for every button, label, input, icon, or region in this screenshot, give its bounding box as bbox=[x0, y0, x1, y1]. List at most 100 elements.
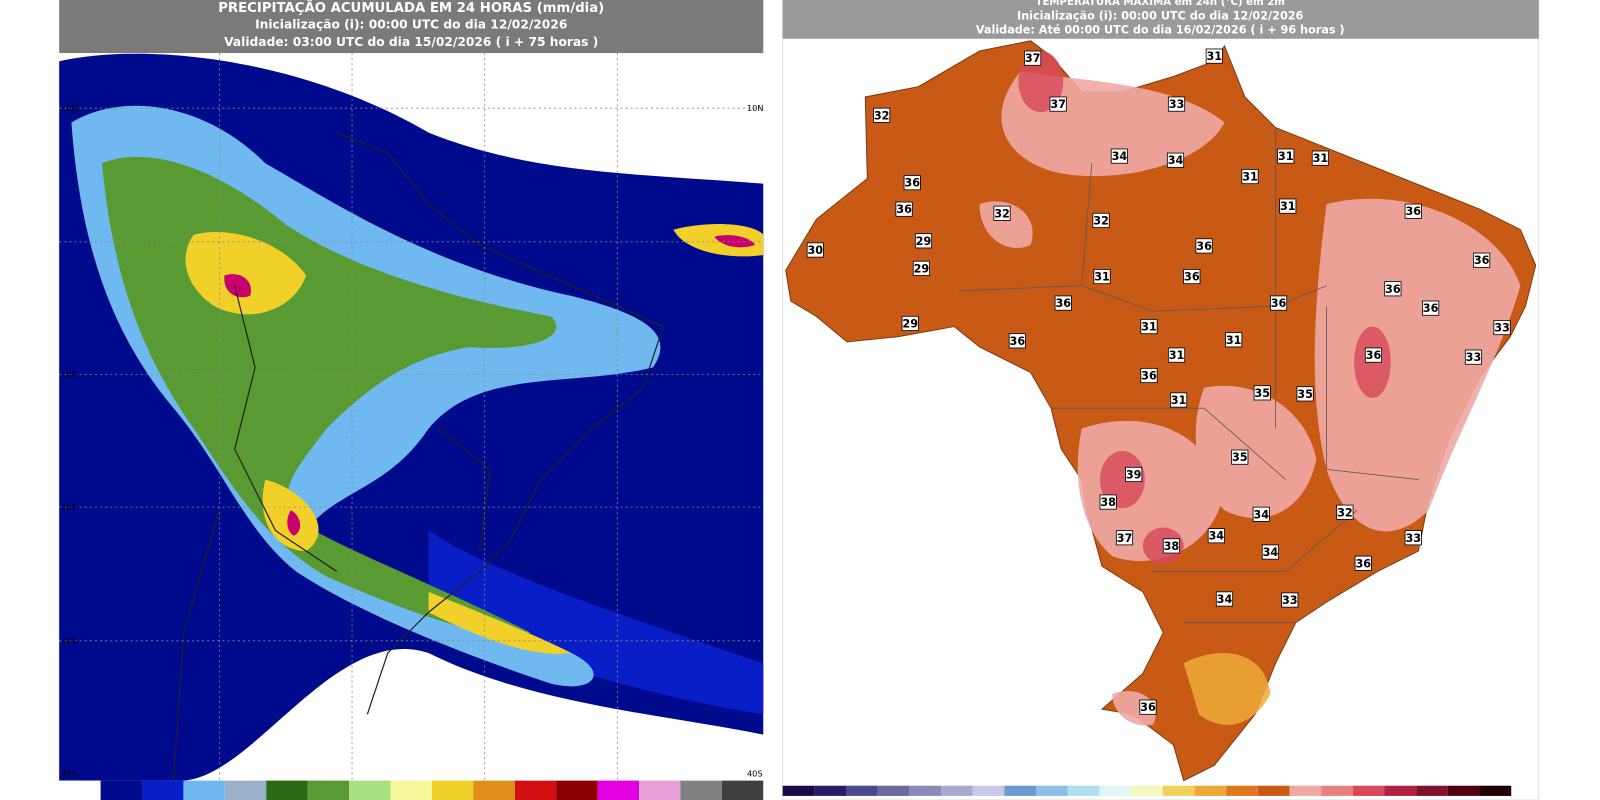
colorbar-cell bbox=[1194, 785, 1227, 796]
temperature-label: 32 bbox=[874, 109, 890, 122]
colorbar-cell bbox=[1131, 785, 1163, 796]
lat-label: 20S bbox=[61, 502, 77, 512]
temperature-label: 33 bbox=[1466, 351, 1482, 364]
colorbar-cell bbox=[390, 780, 432, 800]
label-box bbox=[1493, 320, 1511, 336]
temperature-label: 35 bbox=[1297, 388, 1313, 401]
temperature-label: 32 bbox=[1337, 506, 1353, 519]
latitude-labels: 10N 10S 20S 30S 40S 10N 40S bbox=[61, 103, 763, 778]
temperature-label: 34 bbox=[1217, 593, 1233, 606]
lat-label: 10S bbox=[61, 370, 77, 380]
label-box bbox=[1404, 203, 1422, 219]
warm-area bbox=[1314, 198, 1521, 532]
temperature-label: 36 bbox=[1184, 271, 1200, 284]
temperature-label: 36 bbox=[1423, 302, 1439, 315]
label-box bbox=[1404, 530, 1422, 546]
label-box bbox=[1270, 295, 1288, 311]
graticule bbox=[59, 53, 764, 781]
label-box bbox=[1008, 333, 1026, 349]
temperature-label: 31 bbox=[1280, 200, 1296, 213]
cool-area bbox=[1183, 653, 1271, 725]
temperature-label: 36 bbox=[1196, 240, 1212, 253]
warm-area bbox=[1195, 385, 1317, 519]
colorbar-cell bbox=[1289, 785, 1322, 796]
colorbar-cell bbox=[721, 780, 764, 800]
temperature-label: 36 bbox=[1271, 297, 1287, 310]
label-box bbox=[1281, 592, 1299, 608]
label-box bbox=[806, 242, 824, 258]
label-box bbox=[1099, 494, 1117, 510]
label-box bbox=[914, 233, 933, 249]
colorbar-cell bbox=[1257, 785, 1290, 796]
lat-label: 40S bbox=[61, 769, 77, 779]
temperature-label: 32 bbox=[1093, 214, 1109, 227]
temperature-label: 36 bbox=[1140, 701, 1156, 714]
temperature-label: 34 bbox=[1168, 154, 1184, 167]
header-title: PRECIPITAÇÃO ACUMULADA EM 24 HORAS (mm/d… bbox=[218, 0, 604, 16]
temperature-label: 36 bbox=[1385, 283, 1401, 296]
header-validity: Validade: 03:00 UTC do dia 15/02/2026 ( … bbox=[224, 35, 598, 49]
temperature-label: 34 bbox=[1112, 150, 1128, 163]
colorbar-cell bbox=[1479, 785, 1512, 796]
temperature-label: 35 bbox=[1254, 387, 1270, 400]
label-box bbox=[1241, 168, 1259, 185]
colorbar-cell bbox=[473, 780, 515, 800]
colorbar-cell bbox=[639, 780, 681, 800]
colorbar-cell bbox=[814, 785, 847, 796]
point-labels: 37 31 32 37 33 34 34 31 31 36 31 36 32 32 31 36 29 36 36 30… bbox=[806, 48, 1511, 715]
temperature-label: 33 bbox=[1405, 532, 1421, 545]
lat-label: 10N bbox=[747, 103, 763, 113]
label-box bbox=[1464, 349, 1483, 365]
label-box bbox=[993, 205, 1011, 221]
label-box bbox=[1049, 96, 1067, 112]
label-box bbox=[1140, 367, 1158, 384]
state-borders bbox=[959, 127, 1419, 623]
header-title: TEMPERATURA MÁXIMA em 24h (°C) em 2m bbox=[1036, 0, 1285, 8]
label-box bbox=[1296, 386, 1314, 402]
label-box bbox=[1167, 96, 1186, 112]
temperature-label: 36 bbox=[904, 177, 920, 190]
label-box bbox=[1140, 318, 1158, 335]
temperature-label: 37 bbox=[1025, 52, 1041, 65]
label-box bbox=[1092, 212, 1110, 228]
colorbar-cell bbox=[224, 780, 267, 800]
temperature-label: 31 bbox=[1141, 321, 1157, 334]
temperature-label: 36 bbox=[1355, 557, 1371, 570]
label-box bbox=[1024, 50, 1042, 66]
colorbar-cell bbox=[1384, 785, 1417, 796]
temperature-label: 36 bbox=[1141, 370, 1157, 383]
colorbar-cell bbox=[909, 785, 942, 796]
temperature-label: 31 bbox=[1313, 152, 1329, 165]
colorbar-cell bbox=[1004, 785, 1037, 796]
label-box bbox=[1183, 268, 1201, 285]
colorbar-cell bbox=[877, 785, 910, 796]
colorbar bbox=[59, 780, 764, 800]
temperature-label: 38 bbox=[1164, 540, 1180, 553]
header-band bbox=[59, 0, 764, 54]
temperature-label: 29 bbox=[916, 235, 932, 248]
colorbar-cell bbox=[266, 780, 308, 800]
colorbar-cell bbox=[597, 780, 640, 800]
temperature-label: 33 bbox=[1169, 98, 1185, 111]
label-box bbox=[1252, 506, 1270, 522]
header-band bbox=[782, 0, 1539, 39]
temperature-label: 36 bbox=[1405, 205, 1421, 218]
colorbar-cell bbox=[1162, 785, 1195, 796]
label-box bbox=[895, 201, 913, 217]
colorbar-cell bbox=[782, 785, 815, 796]
label-box bbox=[1207, 528, 1225, 544]
header-init: Inicialização (i): 00:00 UTC do dia 12/0… bbox=[255, 18, 567, 32]
colorbar-cell bbox=[1226, 785, 1258, 796]
label-box bbox=[1311, 150, 1329, 166]
temperature-label: 34 bbox=[1253, 508, 1269, 521]
temperature-label: 36 bbox=[1010, 335, 1026, 348]
label-box bbox=[1215, 591, 1234, 607]
lat-label: 40S bbox=[747, 769, 763, 779]
label-box bbox=[1139, 699, 1157, 715]
label-box bbox=[1225, 332, 1243, 348]
temperature-label: 31 bbox=[1169, 349, 1185, 362]
colorbar-cell bbox=[1067, 785, 1100, 796]
lat-label: 30S bbox=[61, 636, 77, 646]
rain-yellow bbox=[185, 224, 764, 654]
temperature-label: 31 bbox=[1094, 271, 1110, 284]
